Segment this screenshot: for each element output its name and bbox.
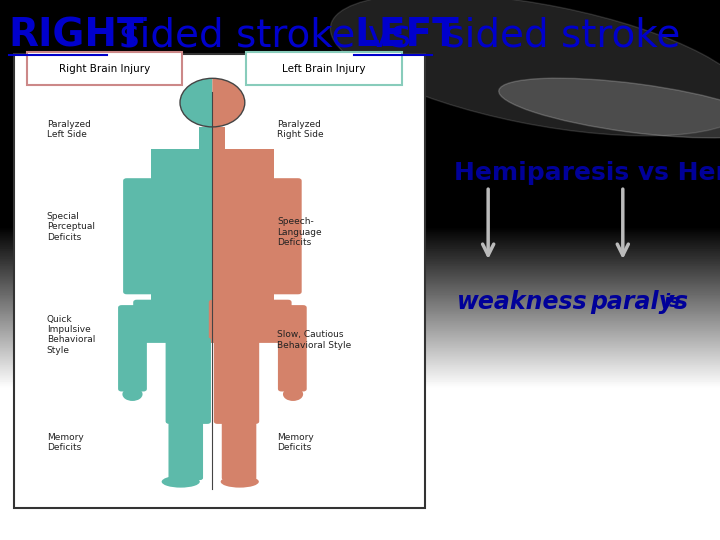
FancyBboxPatch shape: [133, 300, 216, 343]
Text: sided stroke vs: sided stroke vs: [107, 16, 423, 54]
FancyBboxPatch shape: [14, 54, 425, 508]
FancyBboxPatch shape: [118, 305, 147, 392]
Text: weakness: weakness: [457, 291, 588, 314]
Bar: [212, 148, 274, 302]
Text: Slow, Cautious
Behavioral Style: Slow, Cautious Behavioral Style: [277, 330, 351, 350]
FancyBboxPatch shape: [123, 178, 154, 294]
FancyBboxPatch shape: [246, 52, 402, 85]
Text: Memory
Deficits: Memory Deficits: [277, 433, 314, 453]
FancyBboxPatch shape: [271, 178, 302, 294]
Text: is: is: [664, 293, 680, 312]
Bar: [151, 148, 212, 302]
Text: sided stroke: sided stroke: [432, 16, 680, 54]
FancyBboxPatch shape: [278, 305, 307, 392]
Bar: [212, 127, 225, 148]
Text: Paralyzed
Left Side: Paralyzed Left Side: [47, 120, 91, 139]
FancyBboxPatch shape: [209, 300, 292, 343]
Text: RIGHT: RIGHT: [9, 16, 144, 54]
FancyBboxPatch shape: [222, 416, 256, 480]
FancyBboxPatch shape: [214, 338, 259, 424]
Text: Memory
Deficits: Memory Deficits: [47, 433, 84, 453]
Ellipse shape: [283, 388, 303, 401]
FancyBboxPatch shape: [166, 338, 211, 424]
Ellipse shape: [499, 78, 720, 138]
Ellipse shape: [330, 0, 720, 136]
Ellipse shape: [220, 476, 259, 488]
Ellipse shape: [161, 476, 200, 488]
Wedge shape: [212, 78, 245, 127]
Text: Special
Perceptual
Deficits: Special Perceptual Deficits: [47, 212, 95, 242]
FancyBboxPatch shape: [27, 52, 182, 85]
Text: Paralyzed
Right Side: Paralyzed Right Side: [277, 120, 324, 139]
Wedge shape: [180, 78, 212, 127]
Ellipse shape: [122, 388, 143, 401]
Text: Left Brain Injury: Left Brain Injury: [282, 64, 366, 74]
Text: Speech-
Language
Deficits: Speech- Language Deficits: [277, 217, 322, 247]
Text: Right Brain Injury: Right Brain Injury: [59, 64, 150, 74]
FancyBboxPatch shape: [168, 416, 203, 480]
Text: paralys: paralys: [590, 291, 688, 314]
Bar: [199, 127, 212, 148]
Text: Hemiparesis vs Hemiplegia: Hemiparesis vs Hemiplegia: [454, 161, 720, 185]
Text: Quick
Impulsive
Behavioral
Style: Quick Impulsive Behavioral Style: [47, 315, 95, 355]
Text: LEFT: LEFT: [354, 16, 459, 54]
Ellipse shape: [497, 427, 720, 540]
